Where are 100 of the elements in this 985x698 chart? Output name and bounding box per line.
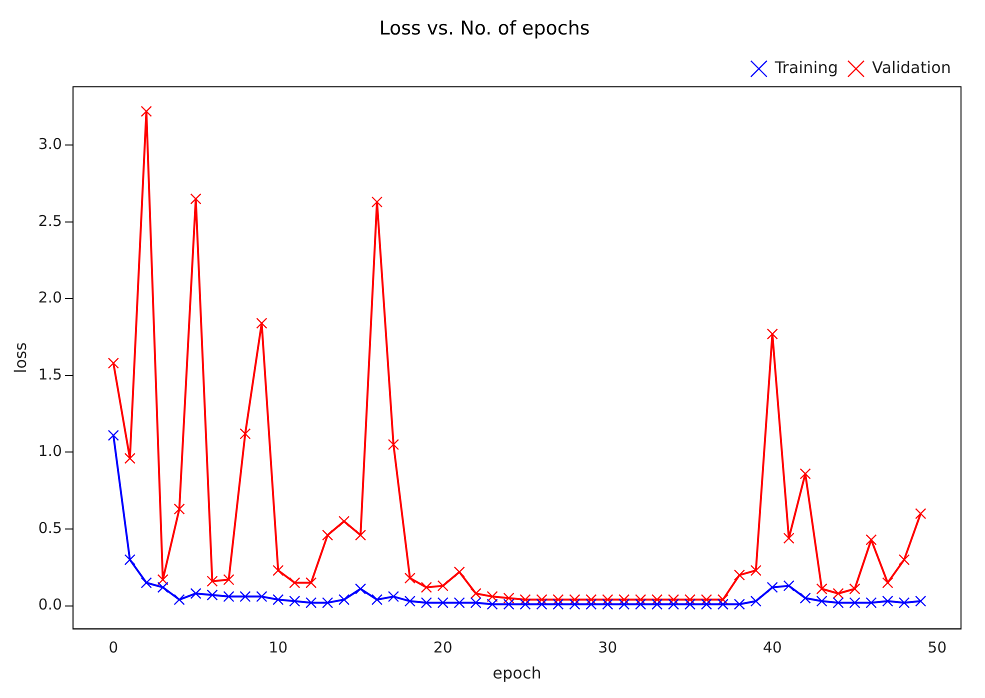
point — [437, 597, 448, 608]
point — [124, 554, 136, 566]
point — [420, 597, 432, 608]
point — [256, 591, 268, 602]
point — [240, 591, 251, 602]
point — [322, 530, 334, 541]
y-tick-label: 2.5 — [38, 212, 62, 230]
point — [520, 598, 531, 610]
point — [849, 583, 860, 594]
point — [108, 358, 119, 369]
point — [602, 598, 614, 610]
point — [750, 596, 762, 607]
point — [915, 596, 926, 607]
point — [174, 503, 185, 515]
point — [354, 583, 366, 594]
y-tick-label: 1.5 — [38, 365, 62, 384]
x-tick-label: 30 — [598, 638, 618, 657]
y-tick-label: 0.5 — [38, 518, 62, 537]
point — [618, 598, 630, 610]
point — [338, 594, 350, 606]
point — [223, 574, 234, 586]
x-axis-title: epoch — [492, 664, 542, 683]
point — [898, 554, 910, 566]
point — [766, 328, 778, 340]
y-tick-label: 1.0 — [38, 442, 62, 460]
point — [734, 570, 745, 581]
point — [882, 577, 894, 588]
point — [437, 580, 448, 592]
x-tick-label: 20 — [433, 638, 452, 657]
point — [240, 428, 251, 440]
point — [915, 508, 926, 520]
point — [206, 576, 218, 587]
point — [783, 532, 794, 544]
point — [800, 592, 811, 604]
point — [272, 564, 284, 576]
point — [190, 193, 202, 204]
point — [586, 598, 597, 610]
point — [717, 598, 728, 610]
point — [338, 516, 350, 527]
point — [404, 572, 416, 584]
point — [832, 597, 844, 608]
x-tick-label: 10 — [268, 638, 288, 657]
point — [322, 597, 334, 608]
point — [157, 582, 168, 593]
point — [569, 598, 580, 610]
point — [371, 594, 383, 606]
point — [635, 598, 646, 610]
point — [800, 468, 811, 480]
point — [174, 594, 185, 606]
point — [652, 598, 663, 610]
point — [140, 106, 152, 117]
point — [289, 596, 300, 607]
point — [354, 530, 366, 541]
point — [486, 591, 498, 602]
point — [503, 598, 514, 610]
point — [371, 196, 383, 208]
point — [750, 564, 762, 576]
point — [552, 598, 564, 610]
point — [306, 577, 317, 588]
point — [140, 577, 152, 588]
point — [734, 598, 745, 610]
point — [190, 588, 202, 600]
point — [272, 594, 284, 606]
point — [766, 582, 778, 593]
point — [206, 589, 218, 601]
x-tick-label: 50 — [928, 638, 947, 657]
point — [124, 452, 136, 464]
y-tick-label: 2.0 — [38, 288, 62, 307]
legend-label: Validation — [872, 58, 952, 77]
point — [816, 596, 828, 607]
point — [816, 583, 828, 594]
point — [388, 591, 400, 602]
point — [866, 534, 877, 546]
point — [470, 588, 482, 600]
point — [470, 597, 482, 608]
point — [832, 588, 844, 600]
point — [684, 598, 696, 610]
point — [454, 597, 465, 608]
x-tick-label: 0 — [108, 638, 118, 657]
legend-label: Training — [774, 58, 838, 77]
y-tick-label: 3.0 — [38, 135, 62, 154]
point — [898, 597, 910, 608]
point — [108, 430, 119, 441]
point — [223, 591, 234, 602]
point — [668, 598, 680, 610]
point — [486, 598, 498, 610]
point — [882, 596, 894, 607]
point — [256, 318, 268, 329]
point — [420, 582, 432, 593]
point — [849, 597, 860, 608]
point — [783, 580, 794, 592]
point — [388, 439, 400, 450]
point — [404, 596, 416, 607]
point — [536, 598, 548, 610]
point — [289, 577, 300, 588]
point — [454, 566, 465, 578]
chart-title: Loss vs. No. of epochs — [379, 17, 590, 40]
y-tick-label: 0.0 — [38, 596, 62, 614]
point — [306, 597, 317, 608]
point — [157, 574, 168, 586]
